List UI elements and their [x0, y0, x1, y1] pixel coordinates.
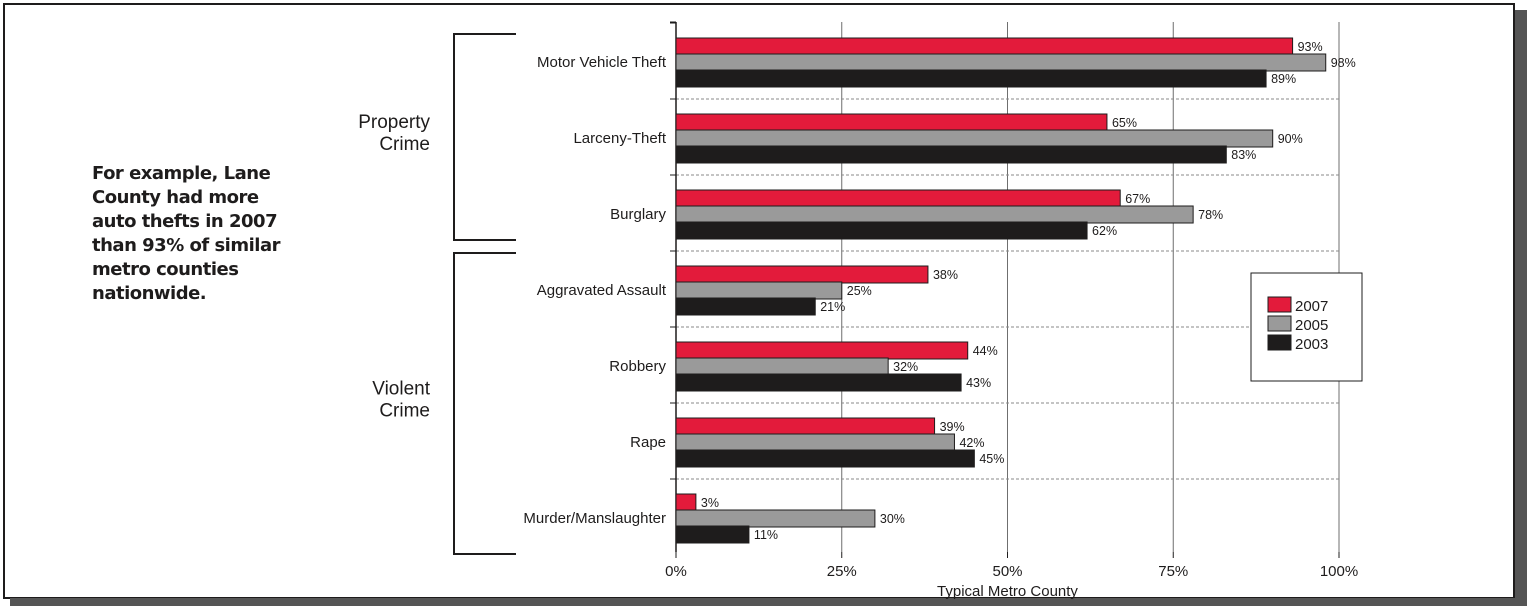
bar-2005: [675, 205, 1194, 224]
data-label: 67%: [1125, 192, 1150, 206]
category-label: Burglary: [610, 206, 666, 223]
data-label: 98%: [1331, 56, 1356, 70]
data-label: 25%: [847, 284, 872, 298]
data-label: 42%: [959, 436, 984, 450]
x-tick-label: 50%: [992, 563, 1022, 580]
data-label: 90%: [1278, 132, 1303, 146]
bar-2007: [675, 113, 1108, 132]
bar-2007: [675, 341, 969, 360]
data-label: 44%: [973, 344, 998, 358]
annotation-note: For example, Lane County had more auto t…: [92, 163, 280, 304]
bar-2003: [675, 221, 1088, 240]
x-tick-label: 75%: [1158, 563, 1188, 580]
category-label: Murder/Manslaughter: [523, 510, 666, 527]
x-tick-label: 0%: [665, 563, 687, 580]
x-tick-label: 100%: [1320, 563, 1358, 580]
legend-label: 2005: [1295, 317, 1328, 334]
data-label: 89%: [1271, 72, 1296, 86]
frame-shadow-right: [1515, 10, 1527, 606]
bar-2005: [675, 357, 889, 376]
group-label: Crime: [379, 134, 430, 155]
bar-2005: [675, 129, 1274, 148]
data-label: 30%: [880, 512, 905, 526]
category-label: Robbery: [609, 358, 666, 375]
data-label: 62%: [1092, 224, 1117, 238]
bar-2007: [675, 493, 697, 512]
data-label: 11%: [754, 528, 778, 542]
x-axis-title: Typical Metro County: [937, 583, 1078, 600]
data-label: 78%: [1198, 208, 1223, 222]
data-label: 39%: [940, 420, 965, 434]
category-label: Aggravated Assault: [537, 282, 667, 299]
legend-swatch-2005: [1267, 315, 1292, 332]
data-label: 21%: [820, 300, 845, 314]
bar-2007: [675, 265, 929, 284]
data-label: 45%: [979, 452, 1004, 466]
bar-2005: [675, 53, 1327, 72]
bar-2003: [675, 449, 975, 468]
data-label: 83%: [1231, 148, 1256, 162]
bar-2005: [675, 281, 843, 300]
data-label: 65%: [1112, 116, 1137, 130]
x-tick-label: 25%: [827, 563, 857, 580]
bar-2007: [675, 189, 1121, 208]
bar-2003: [675, 145, 1227, 164]
bar-2005: [675, 433, 955, 452]
bar-2003: [675, 297, 816, 316]
group-label: Violent: [372, 379, 430, 400]
data-label: 43%: [966, 376, 991, 390]
data-label: 32%: [893, 360, 918, 374]
data-label: 38%: [933, 268, 958, 282]
legend-label: 2007: [1295, 298, 1328, 315]
bar-2003: [675, 373, 962, 392]
group-label: Property: [358, 112, 430, 133]
frame-shadow-bottom: [10, 598, 1527, 606]
category-label: Motor Vehicle Theft: [537, 54, 667, 71]
bar-2003: [675, 69, 1267, 88]
group-label: Crime: [379, 401, 430, 422]
group-bracket: [453, 252, 516, 555]
data-label: 3%: [701, 496, 719, 510]
bar-2007: [675, 37, 1294, 56]
data-label: 93%: [1298, 40, 1323, 54]
category-label: Rape: [630, 434, 666, 451]
bar-2007: [675, 417, 936, 436]
category-label: Larceny-Theft: [573, 130, 666, 147]
group-bracket: [453, 33, 516, 241]
bar-2003: [675, 525, 750, 544]
bar-2005: [675, 509, 876, 528]
legend-swatch-2003: [1267, 334, 1292, 351]
legend-label: 2003: [1295, 336, 1328, 353]
legend-swatch-2007: [1267, 296, 1292, 313]
